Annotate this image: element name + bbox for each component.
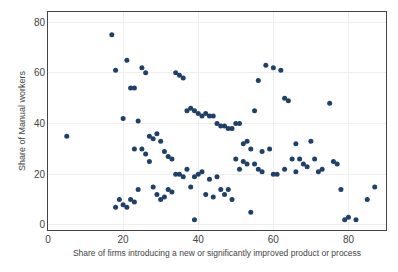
svg-text:80: 80 [343,234,355,245]
svg-text:60: 60 [34,67,46,78]
svg-text:Share of firms introducing a n: Share of firms introducing a new or sign… [73,248,361,258]
svg-text:40: 40 [34,118,46,129]
svg-text:20: 20 [34,169,46,180]
svg-text:60: 60 [268,234,280,245]
svg-text:80: 80 [34,17,46,28]
svg-text:40: 40 [193,234,205,245]
svg-text:Share of Manual workers: Share of Manual workers [17,70,27,171]
svg-text:0: 0 [45,234,51,245]
svg-text:20: 20 [118,234,130,245]
svg-text:0: 0 [39,219,45,230]
